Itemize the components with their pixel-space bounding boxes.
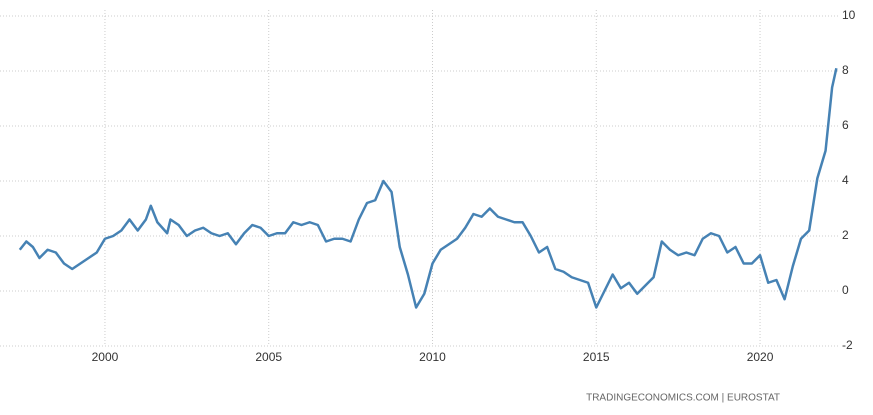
data-line <box>18 67 838 309</box>
x-tick-label: 2020 <box>747 350 774 364</box>
y-tick-label: 4 <box>842 173 849 187</box>
source: TRADINGECONOMICS.COM | EUROSTAT <box>586 393 780 404</box>
y-tick-label: 6 <box>842 118 849 132</box>
x-tick-label: 2005 <box>255 350 282 364</box>
y-tick-label: 10 <box>842 8 856 22</box>
x-tick-label: 2015 <box>583 350 610 364</box>
x-tick-label: 2010 <box>419 350 446 364</box>
y-tick-label: -2 <box>842 338 853 352</box>
x-tick-label: 2000 <box>92 350 119 364</box>
y-tick-label: 2 <box>842 228 849 242</box>
y-tick-label: 8 <box>842 63 849 77</box>
y-tick-label: 0 <box>842 283 849 297</box>
